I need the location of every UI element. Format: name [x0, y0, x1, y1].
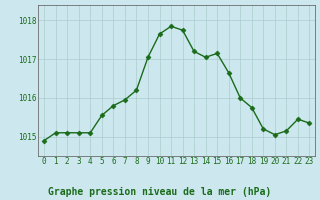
Text: Graphe pression niveau de la mer (hPa): Graphe pression niveau de la mer (hPa) [48, 187, 272, 197]
